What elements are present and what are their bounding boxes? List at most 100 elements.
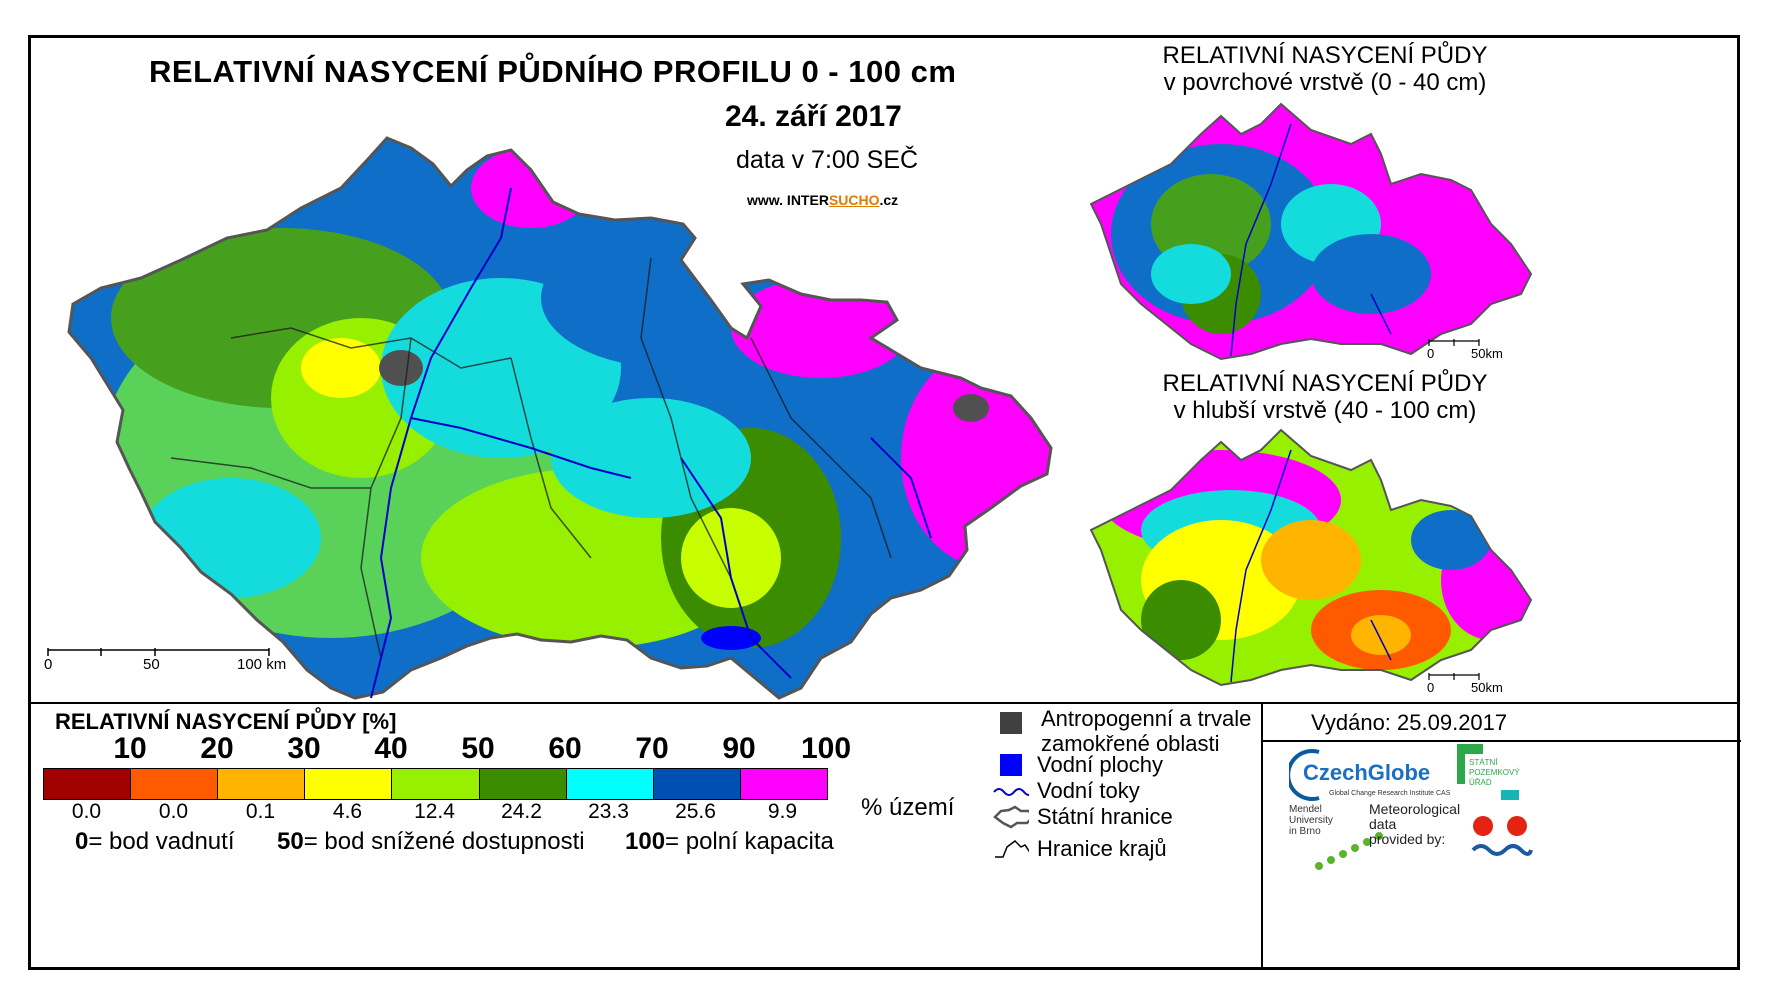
main-scale-tick-0: 0	[44, 656, 53, 673]
czechglobe-logo: CzechGlobe Global Change Research Instit…	[1289, 746, 1489, 808]
inset-deep-scale-bar: 0 50km	[1427, 670, 1537, 696]
class-percent-6: 23.3	[588, 800, 629, 823]
inset-surface-title-line2: v povrchové vrstvě (0 - 40 cm)	[1163, 69, 1487, 96]
inset-deep-title-line2: v hlubší vrstvě (40 - 100 cm)	[1173, 397, 1477, 424]
inset-surface-scale-tick-50: 50km	[1471, 346, 1503, 361]
website-prefix: www. INTER	[747, 192, 829, 208]
meteo-line2: data	[1369, 816, 1397, 832]
main-scale-bar: 0 50 100 km	[44, 644, 287, 674]
main-map-date: 24. září 2017	[725, 100, 902, 133]
legend-swatch-8	[739, 769, 827, 799]
main-map-data-time: data v 7:00 SEČ	[736, 146, 919, 174]
szu-line2: POZEMKOVÝ	[1469, 768, 1520, 777]
meteo-text: Meteorological data provided by:	[1369, 802, 1460, 847]
threshold-label-1: 20	[200, 732, 234, 765]
meteo-line3: provided by:	[1369, 831, 1446, 847]
inset-deep-scale-tick-50: 50km	[1471, 680, 1503, 695]
state-border-icon	[993, 804, 1029, 830]
website-suffix: .cz	[879, 192, 899, 208]
legend-vertical-divider	[1261, 702, 1263, 970]
legend-water-streams: Vodní toky	[993, 778, 1140, 804]
main-rivers	[370, 187, 932, 699]
main-scale-tick-50: 50	[143, 656, 160, 673]
threshold-label-2: 30	[287, 732, 321, 765]
legend-divider	[31, 702, 1737, 704]
issued-date: Vydáno: 25.09.2017	[1311, 710, 1508, 735]
note-reduced-value: 50	[277, 828, 304, 855]
color-legend: 10 20 30 40 50 60 70 90 100 0.0 0.0 0.1 4.6 12.4 24.2…	[43, 732, 963, 886]
legend-anthropogenic-label: Antropogenní a trvale zamokřené oblasti	[1041, 706, 1251, 756]
inset-deep-scale-tick-0: 0	[1427, 680, 1435, 695]
note-wilting-point: 0= bod vadnutí	[75, 828, 234, 856]
chmi-logo-icon	[1471, 816, 1533, 856]
main-map-title: RELATIVNÍ NASYCENÍ PŮDNÍHO PROFILU 0 - 1…	[149, 54, 957, 89]
czechglobe-name: CzechGlobe	[1303, 760, 1431, 785]
meteo-line1: Meteorological	[1369, 801, 1461, 817]
stream-line-icon	[993, 778, 1029, 804]
inset-surface-scale-tick-0: 0	[1427, 346, 1435, 361]
issued-divider	[1261, 740, 1741, 742]
mendel-text: Mendel University in Brno	[1289, 804, 1333, 837]
legend-swatch-7	[652, 769, 740, 799]
class-percent-2: 0.1	[245, 800, 276, 823]
threshold-label-3: 40	[374, 732, 408, 765]
inset-surface-scale-bar: 0 50km	[1427, 336, 1537, 362]
legend-swatch-4	[391, 769, 479, 799]
legend-swatch-6	[565, 769, 653, 799]
note-capacity-value: 100	[625, 828, 666, 855]
threshold-label-8: 100	[800, 732, 852, 765]
anthropogenic-swatch-icon	[993, 710, 1029, 736]
note-field-capacity: 100= polní kapacita	[625, 828, 834, 856]
water-body-swatch-icon	[993, 752, 1029, 778]
mendel-line2: University	[1289, 815, 1333, 826]
szu-line1: STÁTNÍ	[1469, 758, 1498, 767]
note-wilting-value: 0	[75, 828, 89, 855]
class-percent-7: 25.6	[675, 800, 716, 823]
legend-anthropogenic	[993, 710, 1037, 736]
inset-deep-title-line1: RELATIVNÍ NASYCENÍ PŮDY	[1162, 370, 1488, 397]
region-border-label: Hranice krajů	[1037, 836, 1167, 861]
inset-surface-title: RELATIVNÍ NASYCENÍ PŮDY v povrchové vrst…	[1115, 42, 1535, 96]
class-percent-4: 12.4	[414, 800, 455, 823]
legend-water-bodies: Vodní plochy	[993, 752, 1163, 778]
inset-deep-map	[1089, 428, 1533, 687]
legend-swatch-0	[44, 769, 131, 799]
region-borders	[170, 257, 892, 659]
mendel-line1: Mendel	[1289, 804, 1322, 815]
note-reduced-text: = bod snížené dostupnosti	[303, 828, 585, 855]
percent-unit: % území	[861, 794, 955, 821]
mendel-university-logo: Mendel University in Brno	[1289, 804, 1383, 874]
water-bodies-label: Vodní plochy	[1037, 752, 1163, 777]
szu-text: STÁTNÍ POZEMKOVÝ ÚŘAD	[1469, 758, 1520, 788]
anthropogenic-line2: zamokřené oblasti	[1041, 731, 1220, 756]
note-reduced-availability: 50= bod snížené dostupnosti	[277, 828, 585, 856]
legend-title: RELATIVNÍ NASYCENÍ PŮDY [%]	[55, 709, 397, 734]
class-percent-1: 0.0	[158, 800, 189, 823]
threshold-label-5: 60	[548, 732, 582, 765]
legend-swatch-2	[217, 769, 305, 799]
legend-swatch-5	[478, 769, 566, 799]
szu-logo: STÁTNÍ POZEMKOVÝ ÚŘAD	[1457, 744, 1537, 804]
legend-swatch-3	[304, 769, 392, 799]
szu-accent-mark	[1501, 790, 1519, 800]
threshold-label-4: 50	[461, 732, 495, 765]
water-streams-label: Vodní toky	[1037, 778, 1140, 803]
threshold-label-0: 10	[113, 732, 147, 765]
legend-region-border: Hranice krajů	[993, 836, 1167, 862]
czechglobe-subtitle: Global Change Research Institute CAS	[1329, 790, 1451, 797]
legend-swatch-1	[130, 769, 218, 799]
szu-line3: ÚŘAD	[1469, 778, 1492, 787]
legend-state-border: Státní hranice	[993, 804, 1173, 830]
anthropogenic-line1: Antropogenní a trvale	[1041, 706, 1252, 731]
inset-surface-map	[1089, 102, 1533, 361]
class-percent-0: 0.0	[71, 800, 102, 823]
state-border-label: Státní hranice	[1037, 804, 1173, 829]
note-wilting-text: = bod vadnutí	[88, 828, 235, 855]
class-percent-8: 9.9	[767, 800, 798, 823]
threshold-label-6: 70	[635, 732, 669, 765]
main-soil-saturation-map	[67, 136, 1053, 700]
region-border-icon	[993, 836, 1029, 862]
meteorological-data-provider: Meteorological data provided by:	[1369, 802, 1539, 872]
website-link[interactable]: www. INTERSUCHO.cz	[747, 192, 898, 208]
map-frame: RELATIVNÍ NASYCENÍ PŮDNÍHO PROFILU 0 - 1…	[28, 35, 1741, 970]
